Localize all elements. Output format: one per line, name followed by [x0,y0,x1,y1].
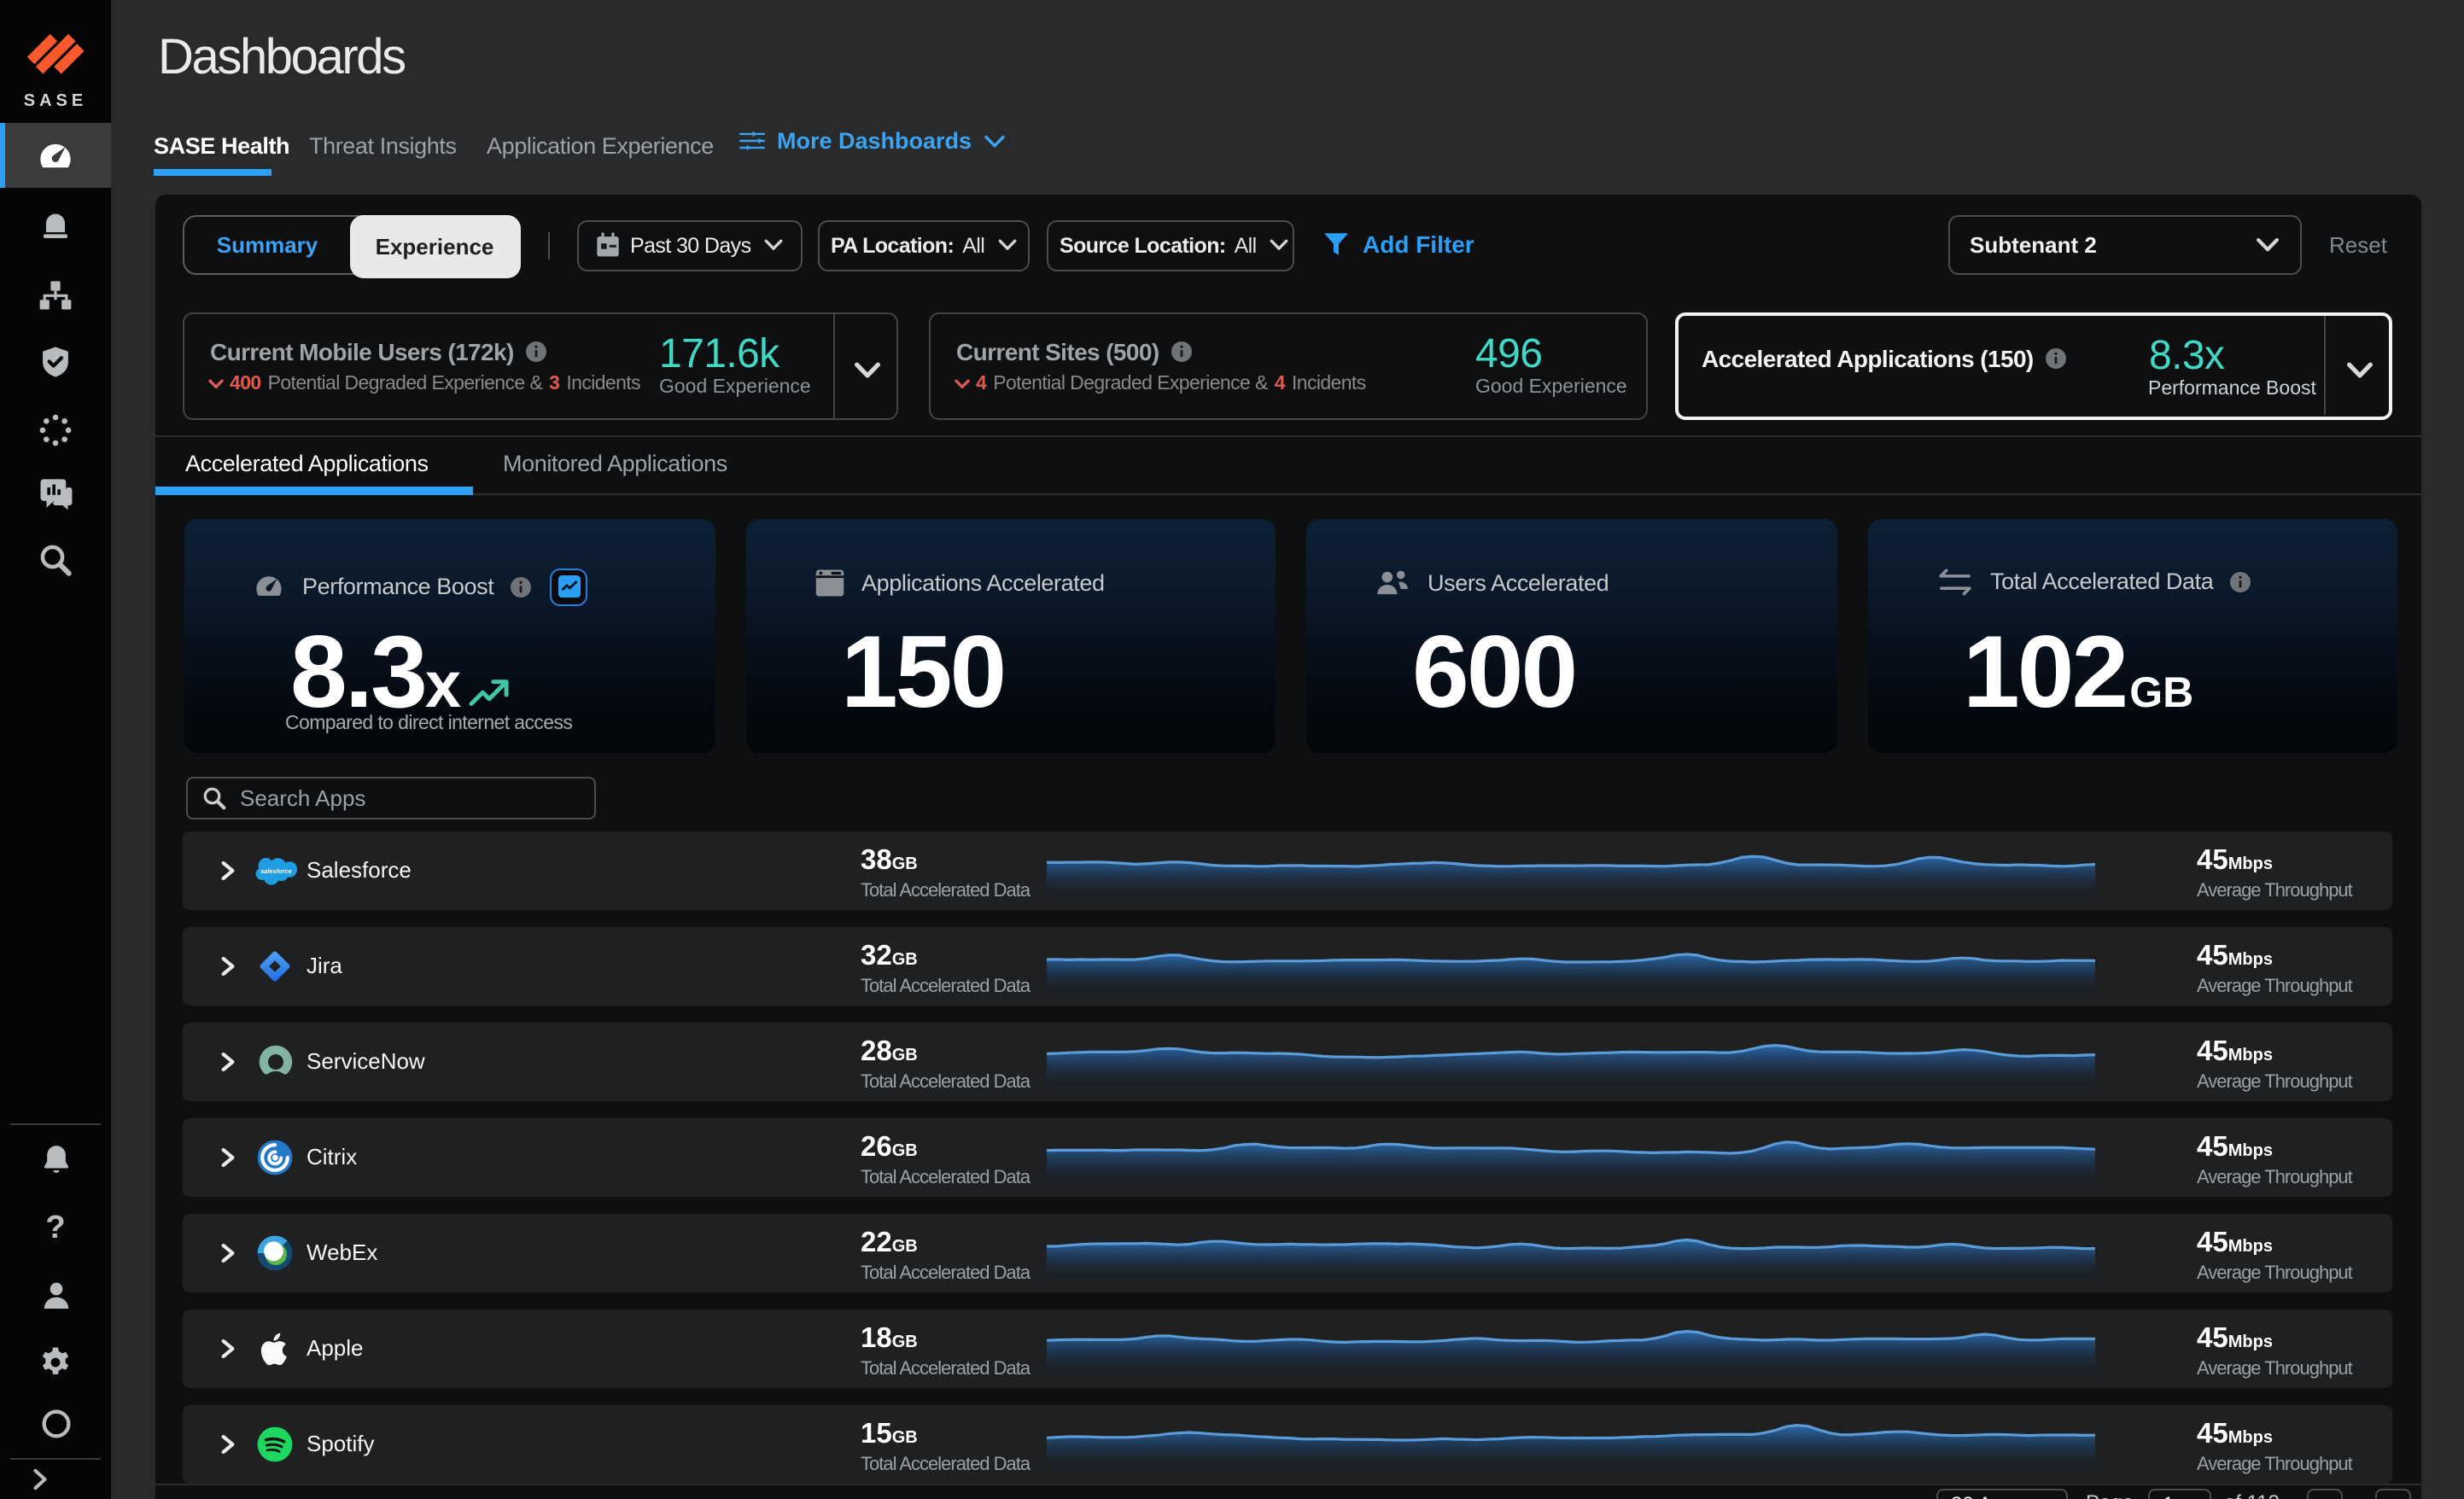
svg-text:salesforce: salesforce [260,867,292,875]
